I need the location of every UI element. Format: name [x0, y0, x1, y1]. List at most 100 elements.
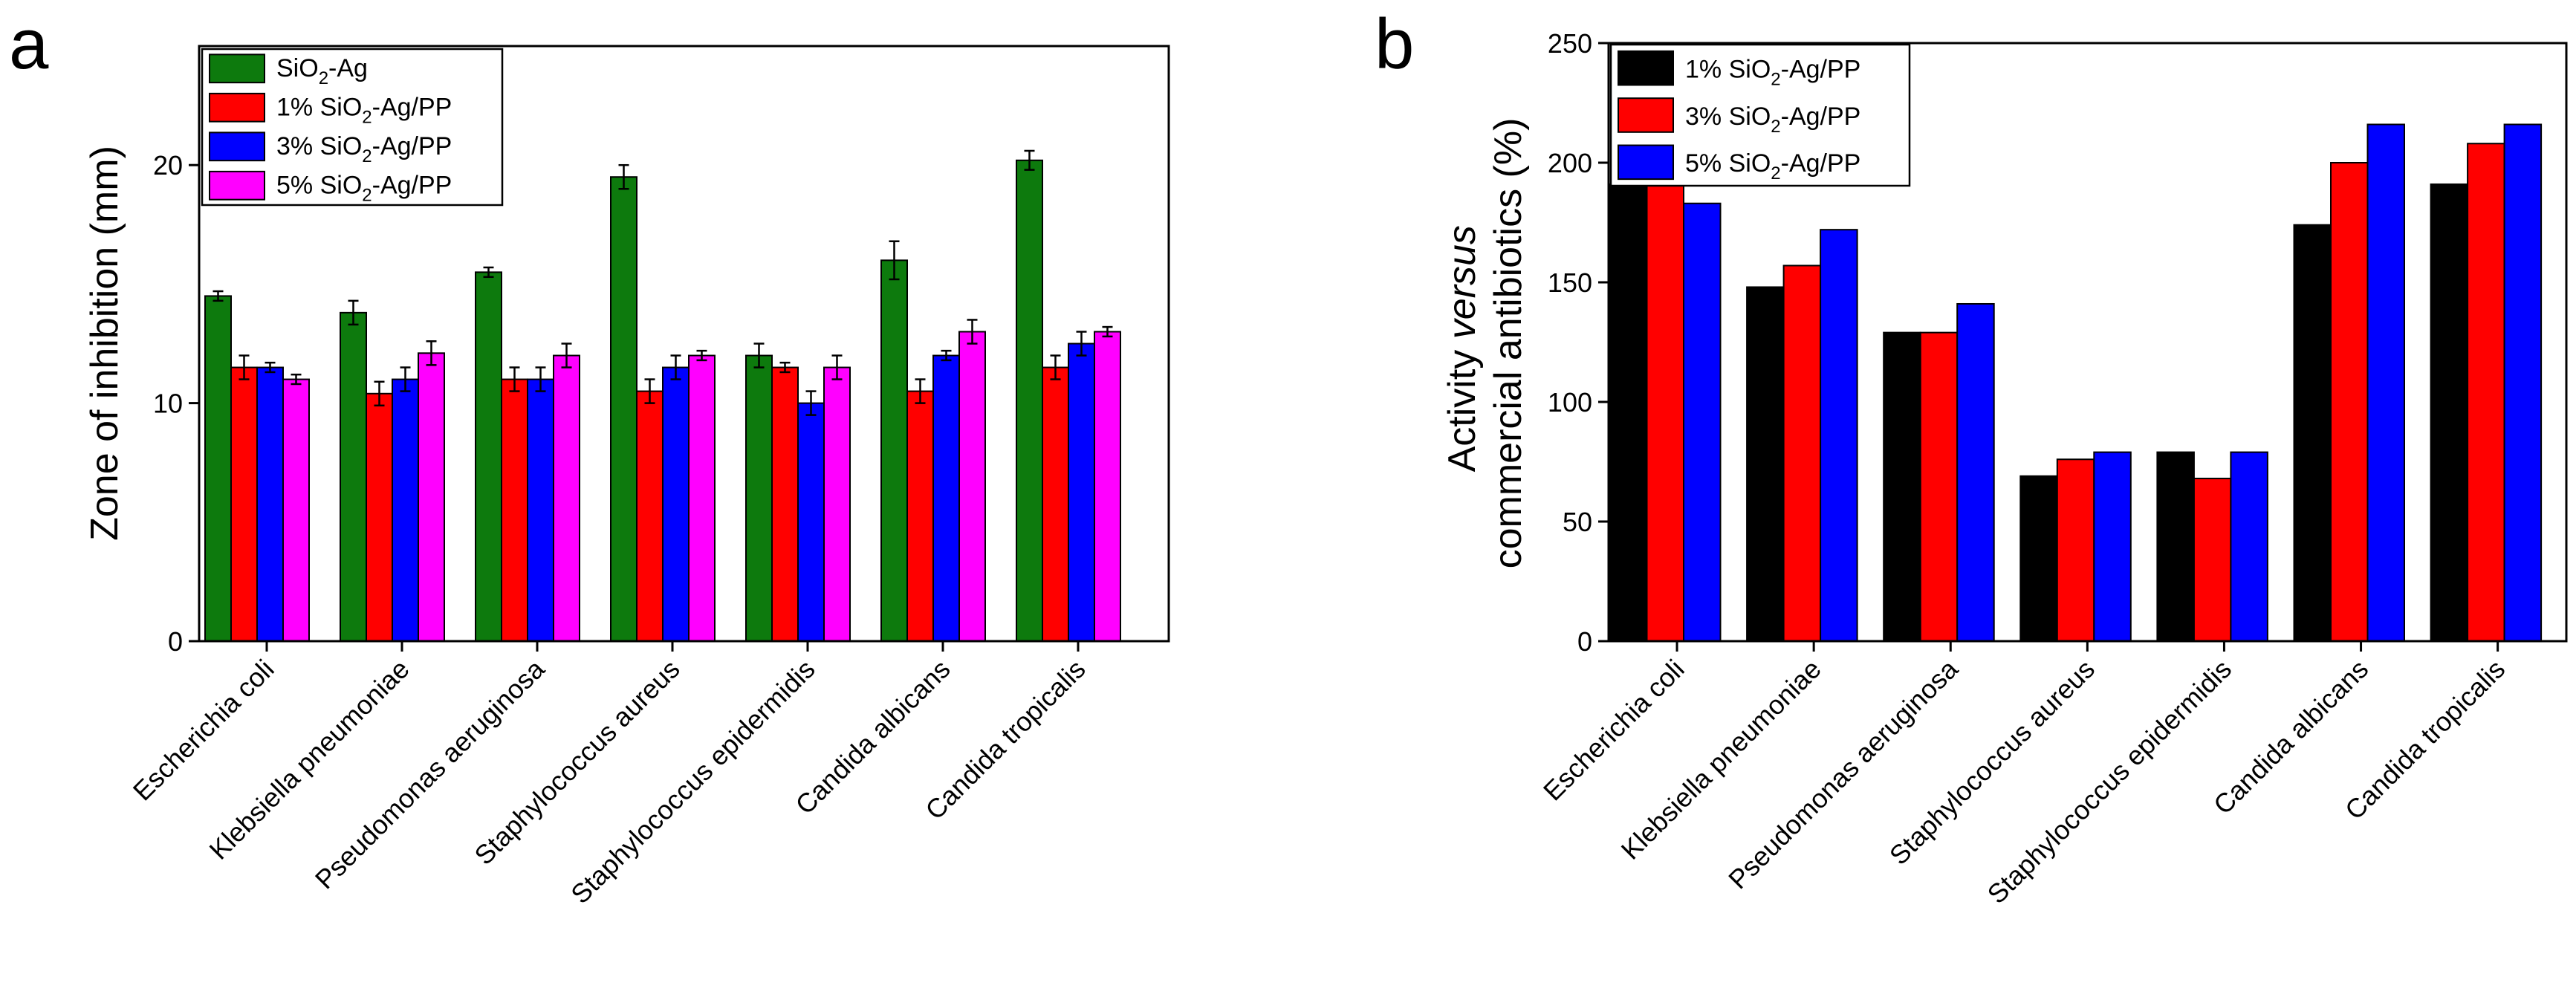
- legend-swatch-3-sio2-ag-pp: [1618, 97, 1674, 133]
- legend-label-sio2-ag: SiO2-Ag: [276, 54, 368, 88]
- bar-5-sio2-ag-pp-staphylococcus-epidermidis: [2230, 451, 2268, 642]
- y-tick-label-250: 250: [1548, 28, 1592, 59]
- errorbar-sio2-ag-staphylococcus-aureus: [618, 163, 629, 190]
- panel-b-y-axis-label: Activity versus commercial antibiotics (…: [1441, 118, 1530, 569]
- bar-1-sio2-ag-pp-staphylococcus-aureus: [636, 390, 664, 643]
- errorbar-3-sio2-ag-pp-klebsiella-pneumoniae: [400, 366, 411, 392]
- errorbar-3-sio2-ag-pp-escherichia-coli: [265, 361, 276, 374]
- panel-a-yticks: 0 10 20: [153, 150, 199, 657]
- legend-label-5-sio2-ag-pp: 5% SiO2-Ag/PP: [1685, 149, 1860, 184]
- bar-5-sio2-ag-pp-klebsiella-pneumoniae: [1820, 229, 1858, 643]
- errorbar-1-sio2-ag-pp-candida-albicans: [915, 378, 926, 404]
- errorbar-5-sio2-ag-pp-pseudomonas-aeruginosa: [561, 342, 572, 368]
- bar-1-sio2-ag-pp-escherichia-coli: [230, 366, 258, 642]
- legend-swatch-5-sio2-ag-pp: [209, 170, 265, 201]
- bar-5-sio2-ag-pp-candida-tropicalis: [1094, 331, 1121, 642]
- bar-5-sio2-ag-pp-staphylococcus-epidermidis: [823, 366, 851, 642]
- bar-1-sio2-ag-pp-pseudomonas-aeruginosa: [501, 378, 528, 642]
- panel-a-errorbars: [212, 149, 1113, 416]
- legend-swatch-sio2-ag: [209, 53, 265, 84]
- errorbar-3-sio2-ag-pp-staphylococcus-aureus: [670, 354, 681, 380]
- bar-1-sio2-ag-pp-candida-tropicalis: [1042, 366, 1069, 642]
- bar-5-sio2-ag-pp-candida-albicans: [958, 331, 986, 642]
- y-tick-label-10: 10: [153, 389, 183, 419]
- panel-a-y-axis-label: Zone of inhibition (mm): [83, 146, 126, 541]
- legend-swatch-3-sio2-ag-pp: [209, 132, 265, 162]
- y-label-line1-text: Activity: [1441, 339, 1484, 472]
- panel-b-label: b: [1375, 4, 1414, 84]
- errorbar-3-sio2-ag-pp-candida-albicans: [941, 349, 952, 362]
- panel-a-plot-frame: [198, 45, 1170, 643]
- bar-sio2-ag-candida-albicans: [880, 259, 908, 642]
- bar-5-sio2-ag-pp-klebsiella-pneumoniae: [418, 352, 445, 642]
- x-tick-label-pseudomonas-aeruginosa: Pseudomonas aeruginosa: [309, 653, 551, 895]
- y-tick-label-200: 200: [1548, 148, 1592, 178]
- legend-label-1-sio2-ag-pp: 1% SiO2-Ag/PP: [276, 93, 452, 127]
- errorbar-sio2-ag-pseudomonas-aeruginosa: [483, 266, 494, 279]
- y-tick-label-100: 100: [1548, 387, 1592, 418]
- legend-swatch-5-sio2-ag-pp: [1618, 144, 1674, 181]
- x-tick-label-staphylococcus-epidermidis: Staphylococcus epidermidis: [565, 654, 821, 910]
- errorbar-5-sio2-ag-pp-escherichia-coli: [291, 373, 302, 386]
- panel-b: b 0 50 100 150 200 250 Escherichia coliKlebsi…: [1375, 4, 2568, 909]
- bar-sio2-ag-staphylococcus-aureus: [610, 176, 637, 643]
- legend-label-3-sio2-ag-pp: 3% SiO2-Ag/PP: [276, 132, 452, 166]
- panel-a-bars: [204, 159, 1121, 643]
- panel-b-yticks: 0 50 100 150 200 250: [1548, 28, 1609, 657]
- y-tick-label-50: 50: [1563, 507, 1592, 537]
- bar-3-sio2-ag-pp-candida-tropicalis: [1068, 342, 1095, 642]
- errorbar-5-sio2-ag-pp-staphylococcus-epidermidis: [831, 354, 843, 380]
- bar-5-sio2-ag-pp-staphylococcus-aureus: [688, 354, 716, 642]
- errorbar-sio2-ag-candida-tropicalis: [1024, 149, 1035, 171]
- x-tick-label-escherichia-coli: Escherichia coli: [1537, 654, 1690, 807]
- panel-b-bars: [1609, 123, 2543, 643]
- y-tick-label-20: 20: [153, 150, 183, 181]
- bar-3-sio2-ag-pp-escherichia-coli: [1646, 183, 1684, 643]
- legend-swatch-1-sio2-ag-pp: [209, 92, 265, 123]
- bar-3-sio2-ag-pp-candida-albicans: [932, 354, 960, 642]
- x-tick-label-staphylococcus-epidermidis: Staphylococcus epidermidis: [1982, 654, 2238, 910]
- bar-3-sio2-ag-pp-pseudomonas-aeruginosa: [1919, 331, 1959, 642]
- errorbar-5-sio2-ag-pp-klebsiella-pneumoniae: [426, 340, 437, 366]
- bar-sio2-ag-staphylococcus-epidermidis: [745, 354, 773, 642]
- errorbar-1-sio2-ag-pp-klebsiella-pneumoniae: [374, 380, 385, 407]
- errorbar-1-sio2-ag-pp-staphylococcus-aureus: [644, 378, 655, 404]
- x-tick-label-escherichia-coli: Escherichia coli: [127, 654, 280, 807]
- errorbar-sio2-ag-escherichia-coli: [212, 290, 224, 302]
- bar-3-sio2-ag-pp-escherichia-coli: [256, 366, 284, 642]
- legend-label-5-sio2-ag-pp: 5% SiO2-Ag/PP: [276, 171, 452, 205]
- errorbar-sio2-ag-candida-albicans: [889, 240, 900, 281]
- errorbar-1-sio2-ag-pp-staphylococcus-epidermidis: [779, 361, 791, 374]
- panel-b-y-label-line1: Activity versus: [1441, 215, 1484, 473]
- bar-5-sio2-ag-pp-pseudomonas-aeruginosa: [553, 354, 580, 642]
- bar-3-sio2-ag-pp-candida-albicans: [2330, 162, 2369, 642]
- errorbar-1-sio2-ag-pp-escherichia-coli: [239, 354, 250, 380]
- errorbar-3-sio2-ag-pp-staphylococcus-epidermidis: [805, 390, 817, 416]
- legend-label-3-sio2-ag-pp: 3% SiO2-Ag/PP: [1685, 103, 1860, 137]
- bar-1-sio2-ag-pp-staphylococcus-aureus: [2019, 475, 2058, 642]
- bar-3-sio2-ag-pp-staphylococcus-aureus: [662, 366, 690, 642]
- bar-1-sio2-ag-pp-escherichia-coli: [1609, 183, 1648, 643]
- panel-b-y-label-line2: commercial antibiotics (%): [1487, 118, 1530, 569]
- bar-1-sio2-ag-pp-candida-tropicalis: [2430, 183, 2469, 643]
- errorbar-1-sio2-ag-pp-candida-tropicalis: [1050, 354, 1061, 380]
- bar-3-sio2-ag-pp-staphylococcus-aureus: [2056, 458, 2095, 643]
- bar-5-sio2-ag-pp-escherichia-coli: [282, 378, 310, 642]
- errorbar-5-sio2-ag-pp-staphylococcus-aureus: [696, 349, 707, 362]
- legend-label-1-sio2-ag-pp: 1% SiO2-Ag/PP: [1685, 55, 1860, 89]
- bar-sio2-ag-pseudomonas-aeruginosa: [475, 271, 502, 642]
- bar-1-sio2-ag-pp-staphylococcus-epidermidis: [771, 366, 799, 642]
- bar-sio2-ag-escherichia-coli: [204, 295, 232, 642]
- panel-a-label: a: [9, 4, 49, 84]
- bar-1-sio2-ag-pp-candida-albicans: [906, 390, 934, 643]
- y-label-line1-italic: versus: [1441, 225, 1484, 339]
- bar-5-sio2-ag-pp-candida-tropicalis: [2503, 123, 2543, 643]
- errorbar-3-sio2-ag-pp-pseudomonas-aeruginosa: [535, 366, 546, 392]
- bar-1-sio2-ag-pp-pseudomonas-aeruginosa: [1883, 331, 1921, 642]
- x-tick-label-pseudomonas-aeruginosa: Pseudomonas aeruginosa: [1722, 653, 1964, 895]
- errorbar-3-sio2-ag-pp-candida-tropicalis: [1076, 331, 1087, 357]
- errorbar-5-sio2-ag-pp-candida-albicans: [967, 319, 978, 345]
